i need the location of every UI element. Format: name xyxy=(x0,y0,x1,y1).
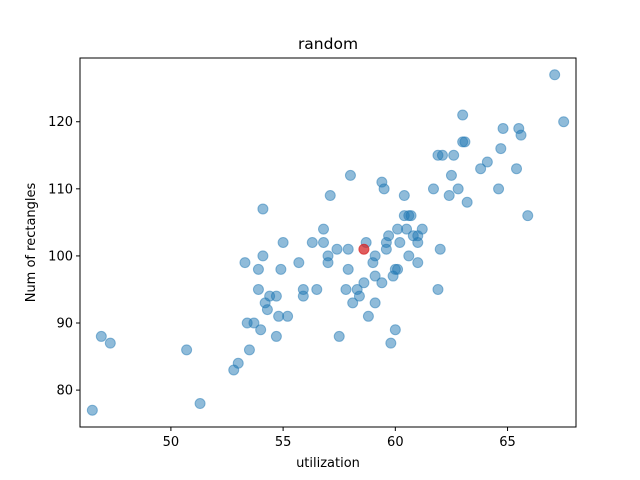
data-point xyxy=(353,290,365,302)
data-point xyxy=(362,310,374,322)
data-point xyxy=(416,223,428,235)
data-point xyxy=(248,317,260,329)
data-point xyxy=(497,122,509,134)
data-point xyxy=(405,210,417,222)
data-point xyxy=(412,257,424,269)
data-point xyxy=(347,297,359,309)
data-point xyxy=(331,243,343,255)
data-point xyxy=(342,263,354,275)
data-point xyxy=(104,337,116,349)
data-point xyxy=(461,196,473,208)
data-point xyxy=(318,237,330,248)
data-point xyxy=(394,237,406,248)
y-tick-label: 120 xyxy=(48,115,73,130)
data-point xyxy=(324,190,336,202)
data-point xyxy=(495,143,507,155)
data-point xyxy=(306,237,318,248)
data-point xyxy=(401,223,413,235)
data-point xyxy=(358,277,370,289)
data-point xyxy=(558,116,570,128)
data-point xyxy=(369,250,381,262)
data-point xyxy=(493,183,505,195)
data-point xyxy=(257,203,269,215)
data-point xyxy=(457,109,469,121)
data-point xyxy=(448,149,460,161)
data-point xyxy=(86,404,98,416)
data-point xyxy=(427,183,439,195)
data-point xyxy=(511,163,523,175)
data-point xyxy=(475,163,487,175)
data-point xyxy=(380,243,392,255)
data-point xyxy=(403,250,415,262)
y-tick-label: 100 xyxy=(48,249,73,264)
y-axis: 80 90 100 110 120 xyxy=(48,115,80,399)
data-point xyxy=(389,324,401,336)
data-point xyxy=(243,344,255,356)
data-point xyxy=(383,230,395,242)
data-point xyxy=(340,283,352,295)
data-point xyxy=(369,270,381,282)
data-point xyxy=(333,330,345,342)
data-point xyxy=(443,190,455,202)
data-point xyxy=(261,304,273,316)
data-point xyxy=(293,257,305,269)
data-point xyxy=(436,149,448,161)
data-point xyxy=(549,69,561,81)
data-point xyxy=(318,223,330,235)
data-point xyxy=(515,129,527,141)
y-tick-label: 80 xyxy=(56,384,73,399)
data-point xyxy=(378,183,390,195)
x-tick-label: 60 xyxy=(387,435,404,450)
data-point xyxy=(194,398,206,410)
x-tick-label: 55 xyxy=(275,435,292,450)
y-axis-label: Num of rectangles xyxy=(24,182,39,302)
data-point xyxy=(257,250,269,262)
data-point xyxy=(181,344,193,356)
data-point xyxy=(481,156,493,168)
data-point xyxy=(275,263,287,275)
y-tick-label: 90 xyxy=(56,317,73,332)
data-point xyxy=(95,330,107,342)
data-point xyxy=(232,357,244,369)
highlighted-data-point xyxy=(358,243,370,255)
x-axis: 50 55 60 65 xyxy=(163,427,516,450)
x-axis-label: utilization xyxy=(296,456,360,471)
data-point xyxy=(297,290,309,302)
chart-title: random xyxy=(298,35,358,53)
data-point xyxy=(385,337,397,349)
points-layer xyxy=(86,69,570,416)
data-point xyxy=(392,263,404,275)
data-point xyxy=(459,136,471,148)
y-tick-label: 110 xyxy=(48,182,73,197)
x-tick-label: 65 xyxy=(499,435,516,450)
data-point xyxy=(252,283,264,295)
data-point xyxy=(252,263,264,275)
data-point xyxy=(344,169,356,181)
plot-frame xyxy=(79,57,577,428)
data-point xyxy=(398,190,410,202)
data-point xyxy=(255,324,267,336)
data-point xyxy=(445,169,457,181)
data-point xyxy=(432,283,444,295)
x-tick-label: 50 xyxy=(163,435,180,450)
data-point xyxy=(311,283,323,295)
data-point xyxy=(239,257,251,269)
data-point xyxy=(322,257,334,269)
data-point xyxy=(270,330,282,342)
data-point xyxy=(282,310,294,322)
data-point xyxy=(277,237,289,248)
data-point xyxy=(434,243,446,255)
data-point xyxy=(376,277,388,289)
data-point xyxy=(342,243,354,255)
data-point xyxy=(270,290,282,302)
data-point xyxy=(452,183,464,195)
data-point xyxy=(522,210,534,222)
data-point xyxy=(369,297,381,309)
